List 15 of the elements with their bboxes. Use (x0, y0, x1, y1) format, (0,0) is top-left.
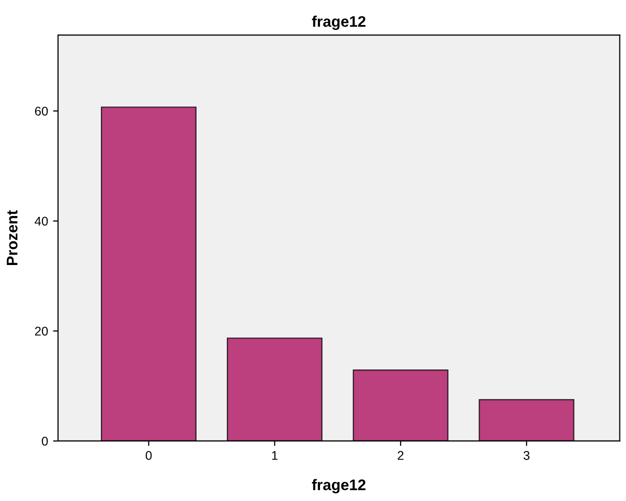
bar (226, 338, 322, 441)
bar (100, 106, 196, 441)
x-tick-label: 1 (272, 451, 278, 460)
bar (352, 369, 448, 441)
x-tick-label: 0 (146, 451, 152, 460)
y-tick-label: 0 (42, 436, 48, 446)
bar (478, 399, 574, 441)
chart-title: frage12 (312, 16, 366, 30)
y-tick-label: 20 (35, 326, 48, 336)
x-tick-label: 3 (524, 451, 530, 460)
y-axis-title: Prozent (6, 210, 18, 266)
y-tick-label: 40 (34, 216, 48, 226)
x-tick-label: 2 (398, 451, 404, 460)
y-tick-label: 60 (35, 106, 48, 116)
x-axis-title: frage12 (312, 479, 366, 494)
